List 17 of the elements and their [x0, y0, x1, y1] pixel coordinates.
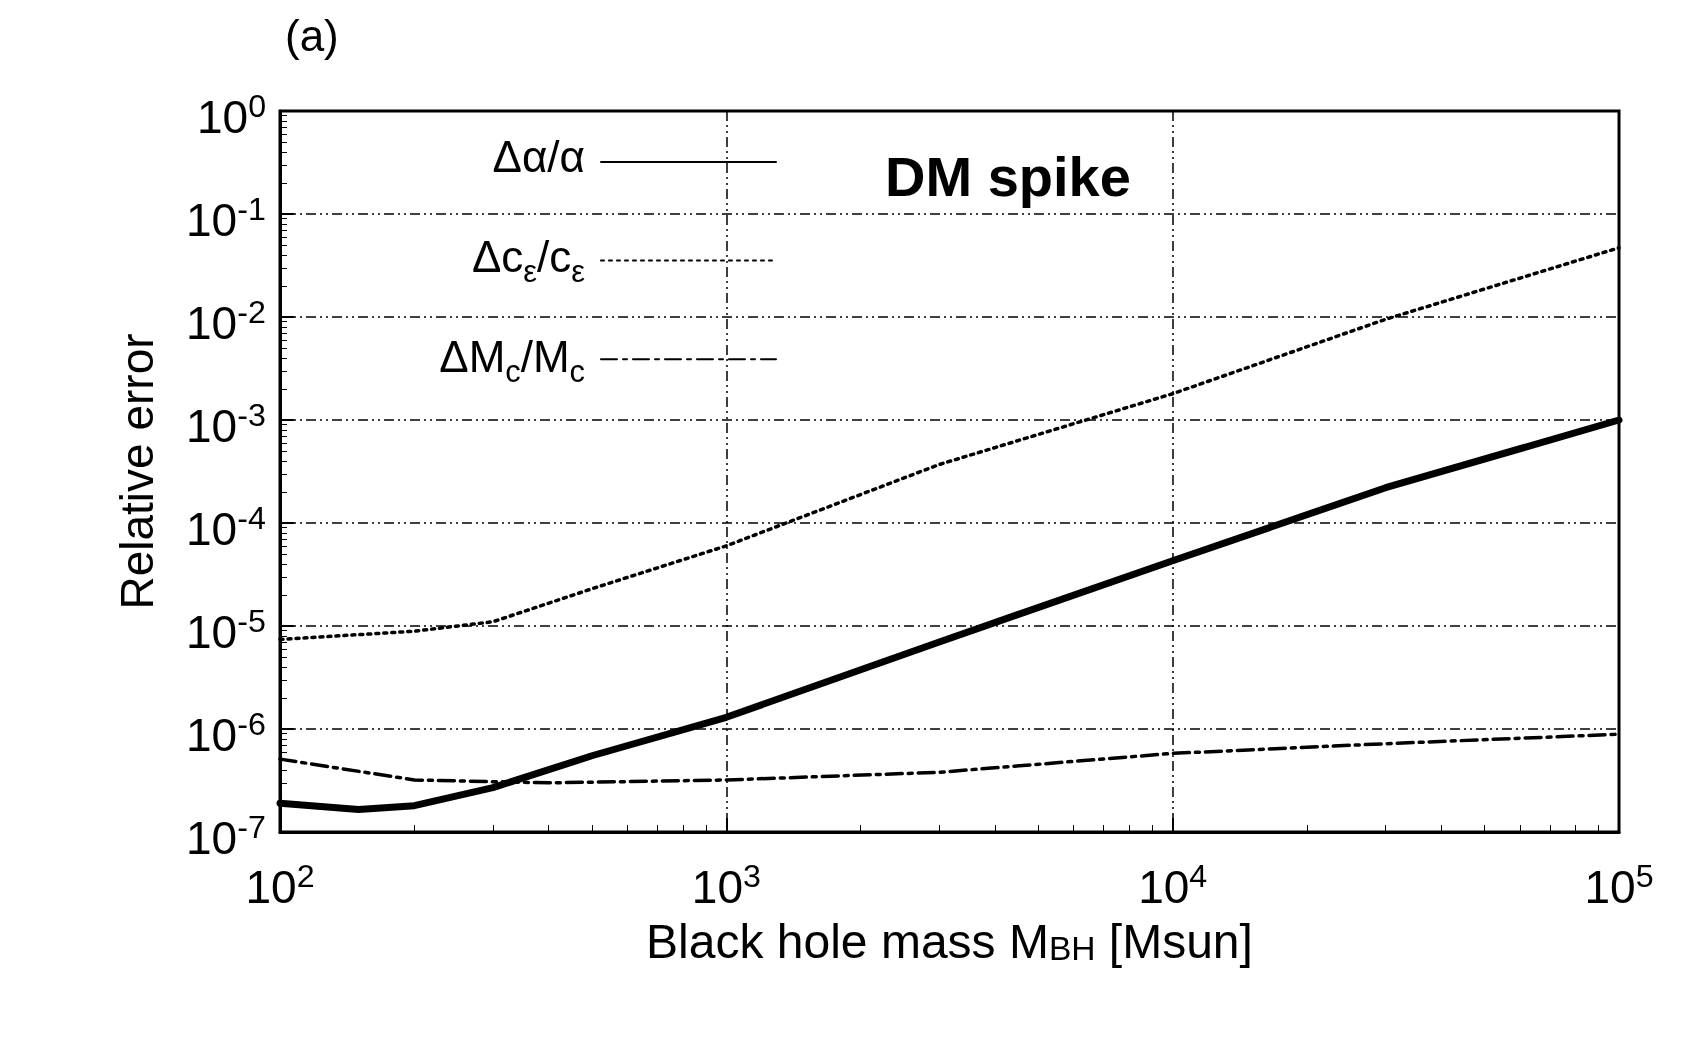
legend-label: ΔM$_{c}$/M$_{c}$: [439, 331, 585, 391]
x-tick-label: 10$^{4}$: [1138, 857, 1208, 914]
x-tick-label: 10$^{5}$: [1584, 857, 1654, 914]
y-axis-title: Relative error: [111, 333, 163, 610]
y-tick-label: 10$^{-5}$: [186, 601, 266, 658]
y-tick-label: 10$^{-1}$: [186, 189, 266, 246]
y-tick-label: 10$^{-6}$: [186, 704, 266, 761]
x-axis-title: Black hole mass MBH [Msun]: [646, 914, 1253, 968]
annotation: DM spike: [885, 144, 1131, 208]
y-tick-label: 10$^{0}$: [197, 86, 267, 143]
x-tick-label: 10$^{3}$: [691, 857, 761, 914]
y-tick-label: 10$^{-3}$: [186, 395, 266, 452]
y-tick-label: 10$^{-2}$: [186, 292, 266, 349]
y-tick-label: 10$^{-4}$: [186, 498, 266, 555]
legend-label: Δα/α: [492, 131, 585, 183]
legend-label: Δc$_{ε}$/c$_{ε}$: [471, 231, 585, 291]
chart-title: (a): [285, 10, 339, 60]
